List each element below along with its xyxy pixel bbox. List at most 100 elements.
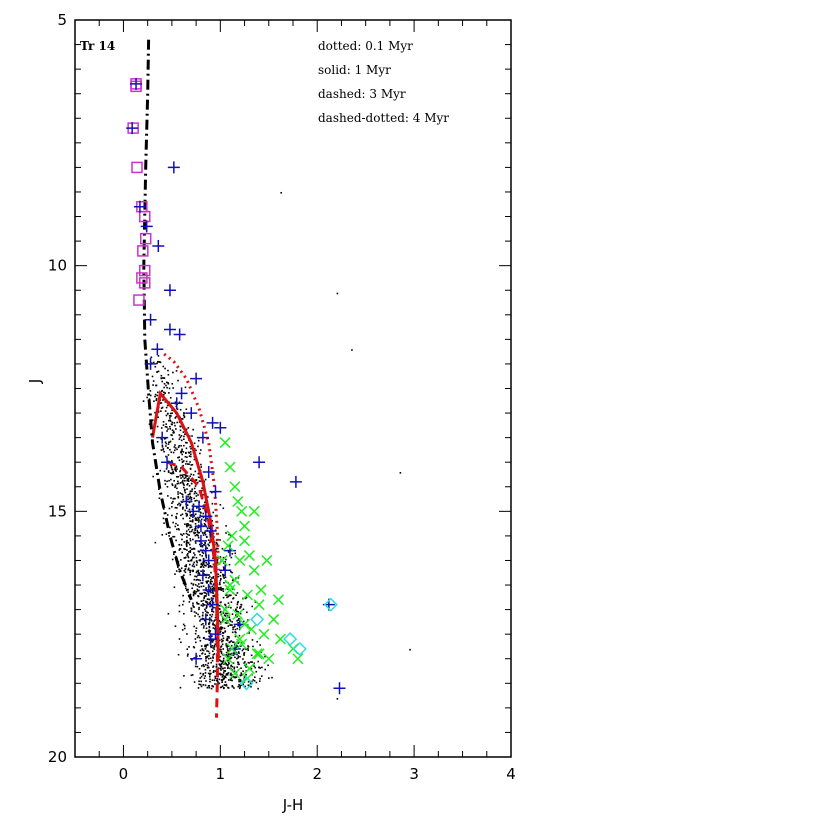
field-star-dot [234,656,236,659]
field-star-dot [217,573,220,576]
field-star-dot [154,411,156,414]
field-star-dot [202,604,205,606]
field-star-dot [215,542,218,545]
field-star-dot [168,535,170,537]
field-star-dot [169,526,171,529]
field-star-dot [205,504,207,506]
cross-marker [224,584,236,596]
field-star-dot [166,404,169,407]
field-star-dot [185,536,188,538]
field-star-dot [220,648,222,651]
field-star-dot [202,684,205,686]
field-star-dot [171,412,173,415]
field-star-dot [210,646,213,649]
field-star-dot [236,653,238,656]
field-star-dot [176,487,178,490]
field-star-dot [209,678,211,681]
field-star-dot [175,528,178,531]
field-star-dot [168,441,171,444]
field-star-dot [230,556,233,559]
field-star-dot [220,638,223,641]
field-star-dot [168,441,170,444]
cross-marker [232,608,244,621]
field-star-dot [210,549,212,551]
field-star-dot [182,482,184,484]
plus-marker [228,642,241,655]
field-star-dot [231,613,234,615]
field-star-dot [173,479,175,482]
field-star-dot [220,626,223,628]
field-star-dot [163,450,165,453]
field-star-dot [199,649,202,652]
field-star-dot [150,356,153,359]
field-star-dot [190,530,193,533]
field-star-dot [178,444,181,447]
field-star-dot [222,667,224,670]
field-star-dot [213,669,215,672]
field-star-dot [197,536,200,539]
field-star-dot [221,635,224,637]
field-star-dot [226,673,229,676]
field-star-dot [202,605,204,607]
field-star-dot [212,627,215,629]
field-star-dot [168,479,170,482]
field-star-dot [186,655,189,657]
field-star-dot [224,684,227,687]
field-star-dot [220,669,222,671]
field-star-dot [238,687,241,690]
field-star-dot [203,619,206,622]
cross-marker [263,653,275,665]
cross-marker [224,579,236,591]
field-star-dot [220,627,223,630]
field-star-dot [217,547,219,550]
field-star-dot [203,625,205,627]
field-star-dot [206,655,209,658]
field-star-dot [231,685,234,688]
field-star-dot [197,590,199,592]
field-star-dot [187,653,189,656]
field-star-dot [240,604,243,606]
field-star-dot [169,417,171,419]
field-star-dot [231,579,234,582]
field-star-dot [235,631,237,634]
plus-marker [152,240,165,253]
plus-marker [180,495,193,508]
field-star-dot [213,588,216,590]
field-star-dot [238,634,241,637]
field-star-dot [193,487,196,490]
field-star-dot [240,674,243,676]
field-star-dot [207,539,210,541]
field-star-dot [172,451,175,454]
field-star-dot [159,402,161,405]
field-star-dot [185,530,188,532]
field-star-dot [232,654,235,656]
cross-marker [258,628,270,640]
field-star-dot [160,402,163,404]
field-star-dot [178,528,180,531]
field-star-dot [179,548,182,550]
field-star-dot [204,645,206,648]
field-star-dot [210,599,213,601]
field-star-dot [178,502,180,505]
field-star-dot [156,391,159,394]
field-star-dot [206,614,208,617]
field-star-dot [180,641,182,644]
cross-marker [239,618,251,630]
field-star-dot [409,648,411,651]
field-star-dot [219,611,221,614]
plus-marker [170,397,183,410]
field-star-dot [212,657,214,659]
field-star-dot [199,677,202,679]
field-star-dot [174,467,176,470]
field-star-dot [187,569,190,571]
plus-marker [190,652,203,665]
field-star-dot [187,493,189,496]
field-star-dot [220,578,222,580]
field-star-dot [212,601,215,604]
field-star-dot [186,549,188,551]
field-star-dot [160,410,162,412]
cross-marker [234,633,246,645]
field-star-dot [200,463,202,466]
plus-marker [224,544,237,557]
field-star-dot [172,500,174,503]
